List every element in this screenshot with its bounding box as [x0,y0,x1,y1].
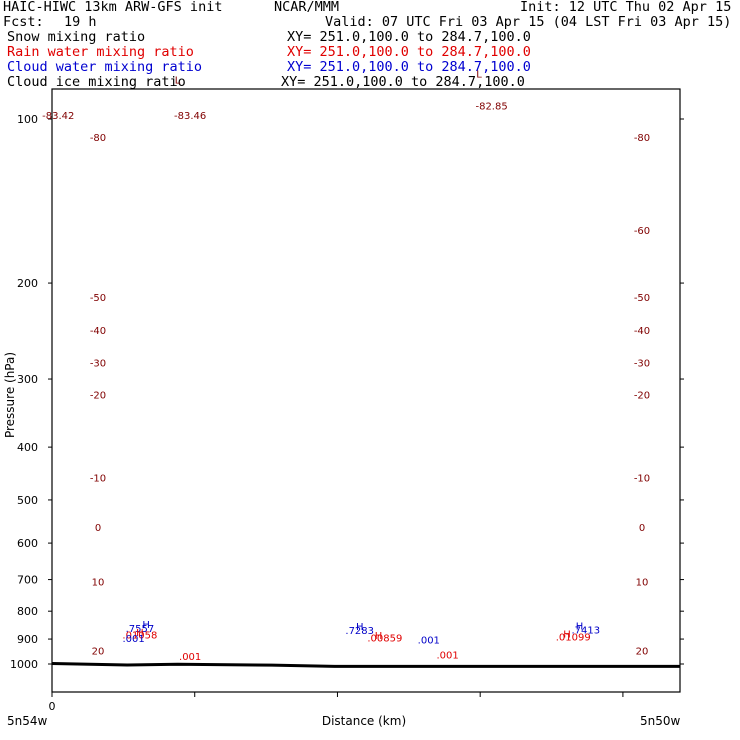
plot-area [51,88,681,693]
forecast-label: Fcst: [3,14,44,30]
isotherm-label: -20 [634,390,650,401]
extremum-label: H [356,622,364,633]
extremum-label: -83.42 [42,111,74,122]
extremum-label: H [375,631,383,642]
terrain-surface [51,662,680,668]
x-tick-label: 0 [49,700,56,713]
field-snow-xy: XY= 251.0,100.0 to 284.7,100.0 [287,29,531,45]
x-right-location: 5n50w [640,714,681,728]
y-tick-label: 800 [17,605,38,618]
isotherm-label: 20 [92,647,105,658]
y-tick-label: 400 [17,441,38,454]
valid-time: Valid: 07 UTC Fri 03 Apr 15 (04 LST Fri … [325,14,732,30]
field-snow-name: Snow mixing ratio [7,29,146,45]
extremum-label: H [142,620,150,631]
field-cloudwater-xy: XY= 251.0,100.0 to 284.7,100.0 [287,59,531,75]
extremum-label: H [576,622,584,633]
extremum-label: .001 [123,634,145,645]
y-axis-label: Pressure (hPa) [3,352,17,438]
isotherm-label: -30 [634,359,650,370]
extremum-label: .01099 [556,633,591,644]
isotherm-label: 10 [636,577,649,588]
extremum-label: L [175,75,181,86]
field-cloudice-xy: XY= 251.0,100.0 to 284.7,100.0 [281,74,525,90]
isotherm-label: -30 [90,359,106,370]
y-tick-label: 100 [17,113,38,126]
org-label: NCAR/MMM [274,0,340,15]
y-tick-label: 600 [17,537,38,550]
isotherm-label: -10 [90,474,106,485]
isotherm-label: -50 [634,293,650,304]
isotherm-label: 0 [95,523,101,534]
init-time: Init: 12 UTC Thu 02 Apr 15 [520,0,732,15]
isotherm-label: -50 [90,293,106,304]
isotherm-label: 0 [639,523,645,534]
field-rain-xy: XY= 251.0,100.0 to 284.7,100.0 [287,44,531,60]
isotherm-label: 10 [92,577,105,588]
extremum-label: .001 [437,651,459,662]
y-tick-label: 900 [17,633,38,646]
extremum-label: .001 [179,652,201,663]
extremum-label: -82.85 [475,101,507,112]
isotherm-label: -40 [90,326,106,337]
isotherm-label: 20 [636,647,649,658]
extremum-label: .7413 [571,626,600,637]
y-tick-label: 300 [17,373,38,386]
isotherm-label: -10 [634,474,650,485]
field-rain-name: Rain water mixing ratio [7,44,194,60]
forecast-hour: 19 h [64,14,97,30]
y-tick-label: 200 [17,277,38,290]
field-cloudwater-name: Cloud water mixing ratio [7,59,203,75]
extremum-label: H [563,630,571,641]
x-left-location: 5n54w [7,714,48,728]
y-tick-label: 1000 [10,658,38,671]
extremum-label: H [136,628,144,639]
y-tick-label: 500 [17,494,38,507]
x-axis-label: Distance (km) [322,714,406,728]
extremum-label: .001 [418,635,440,646]
extremum-label: .7557 [126,624,155,635]
isotherm-label: -20 [90,390,106,401]
extremum-label: .7283 [345,626,374,637]
chart-title: HAIC-HIWC 13km ARW-GFS init [3,0,223,15]
extremum-label: .01058 [122,631,157,642]
isotherm-label: -40 [634,326,650,337]
field-cloudice-name: Cloud ice mixing ratio [7,74,186,90]
y-tick-label: 700 [17,574,38,587]
isotherm-label: -80 [90,133,106,144]
extremum-label: -83.46 [174,111,206,122]
isotherm-label: -60 [634,226,650,237]
extremum-label: .00859 [367,634,402,645]
contour-labels: -80 -80 -60 -50 -50 -40 -40 -30 -30 -20 -20 -10 -10 0… [42,70,650,663]
extremum-label: L [476,70,482,81]
isotherm-label: -80 [634,133,650,144]
